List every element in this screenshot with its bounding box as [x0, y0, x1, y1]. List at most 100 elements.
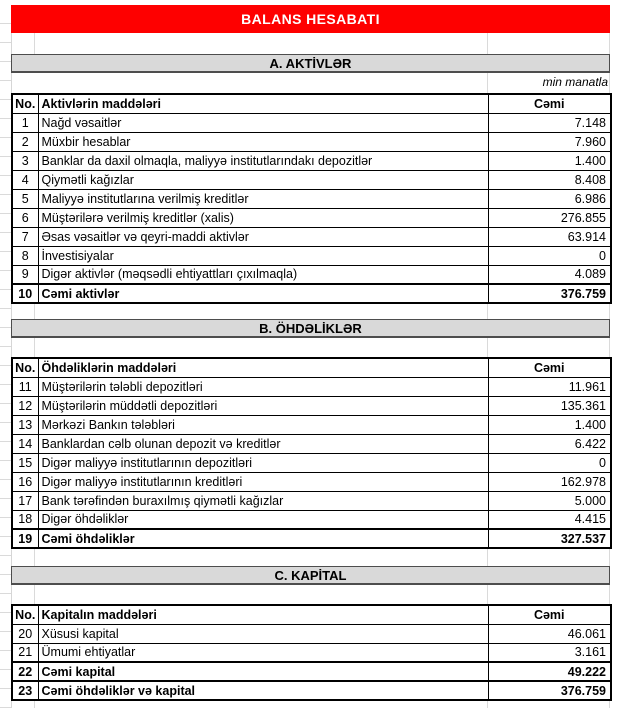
- row-item-cell: Banklardan cəlb olunan depozit və kredit…: [37, 433, 489, 454]
- row-value-cell: 4.089: [487, 264, 612, 285]
- row-value-cell: 162.978: [487, 471, 612, 492]
- row-value-cell: 46.061: [487, 623, 612, 644]
- row-value-cell: 376.759: [487, 680, 612, 701]
- column-header-no: No.: [11, 604, 39, 625]
- table-row: 5 Maliyyə institutlarına verilmiş kreditl…: [11, 188, 612, 209]
- row-number-cell: 4: [11, 169, 39, 190]
- column-header-no: No.: [11, 357, 39, 378]
- table-row: 18 Digər öhdəliklər 4.415: [11, 509, 612, 530]
- table-header-row: No. Öhdəliklərin maddələri Cəmi: [11, 357, 612, 378]
- gridline: [609, 585, 610, 604]
- row-value-cell: 1.400: [487, 150, 612, 171]
- table-header-row: No. Kapitalın maddələri Cəmi: [11, 604, 612, 625]
- section-header-ohdeliker: B. ÖHDƏLİKLƏR: [11, 319, 610, 338]
- row-number-cell: 3: [11, 150, 39, 171]
- row-number-cell: 15: [11, 452, 39, 473]
- column-header-total: Cəmi: [487, 357, 612, 378]
- row-number-cell: 8: [11, 245, 39, 266]
- section-header-kapital: C. KAPİTAL: [11, 566, 610, 585]
- column-header-total: Cəmi: [487, 93, 612, 114]
- report-title: BALANS HESABATI: [241, 11, 380, 27]
- gridline: [487, 585, 488, 604]
- row-number-cell: 9: [11, 264, 39, 285]
- gridline: [34, 33, 35, 54]
- row-number-cell: 7: [11, 226, 39, 247]
- gridline: [609, 303, 610, 319]
- table-row: 7 Əsas vəsaitlər və qeyri-maddi aktivlər 6…: [11, 226, 612, 247]
- row-value-cell: 11.961: [487, 376, 612, 397]
- row-value-cell: 0: [487, 452, 612, 473]
- row-item-cell: Digər maliyyə institutlarının kreditləri: [37, 471, 489, 492]
- row-item-cell: Mərkəzi Bankın tələbləri: [37, 414, 489, 435]
- row-item-cell: Cəmi aktivlər: [37, 283, 489, 304]
- row-value-cell: 6.422: [487, 433, 612, 454]
- row-value-cell: 7.960: [487, 131, 612, 152]
- row-value-cell: 6.986: [487, 188, 612, 209]
- gridline: [609, 33, 610, 54]
- table-row: 14 Banklardan cəlb olunan depozit və kred…: [11, 433, 612, 454]
- total-row: 22 Cəmi kapital 49.222: [11, 661, 612, 682]
- table-row: 17 Bank tərəfindən buraxılmış qiymətli ka…: [11, 490, 612, 511]
- column-header-item: Aktivlərin maddələri: [37, 93, 489, 114]
- row-number-cell: 2: [11, 131, 39, 152]
- gridline: [487, 73, 488, 93]
- gridline: [34, 548, 35, 566]
- row-number-cell: 19: [11, 528, 39, 549]
- section-header-label: B. ÖHDƏLİKLƏR: [259, 320, 362, 336]
- capital-table: No. Kapitalın maddələri Cəmi 20 Xüsusi ka…: [11, 604, 612, 701]
- row-number-cell: 22: [11, 661, 39, 682]
- gridline: [487, 303, 488, 319]
- row-value-cell: 4.415: [487, 509, 612, 530]
- row-item-cell: Maliyyə institutlarına verilmiş kreditlə…: [37, 188, 489, 209]
- row-item-cell: Digər öhdəliklər: [37, 509, 489, 530]
- row-number-cell: 6: [11, 207, 39, 228]
- gridline: [34, 338, 35, 357]
- row-item-cell: Banklar da daxil olmaqla, maliyyə instit…: [37, 150, 489, 171]
- row-value-cell: 63.914: [487, 226, 612, 247]
- row-number-cell: 11: [11, 376, 39, 397]
- row-number-cell: 18: [11, 509, 39, 530]
- row-value-cell: 327.537: [487, 528, 612, 549]
- table-row: 8 İnvestisiyalar 0: [11, 245, 612, 266]
- table-row: 21 Ümumi ehtiyatlar 3.161: [11, 642, 612, 663]
- row-value-cell: 135.361: [487, 395, 612, 416]
- row-item-cell: Cəmi öhdəliklər: [37, 528, 489, 549]
- row-value-cell: 1.400: [487, 414, 612, 435]
- total-row: 10 Cəmi aktivlər 376.759: [11, 283, 612, 304]
- gridline: [34, 303, 35, 319]
- total-row: 23 Cəmi öhdəliklər və kapital 376.759: [11, 680, 612, 701]
- column-header-item: Öhdəliklərin maddələri: [37, 357, 489, 378]
- row-value-cell: 0: [487, 245, 612, 266]
- row-item-cell: Müxbir hesablar: [37, 131, 489, 152]
- row-number-cell: 23: [11, 680, 39, 701]
- row-number-cell: 12: [11, 395, 39, 416]
- table-row: 12 Müştərilərin müddətli depozitləri 135.3…: [11, 395, 612, 416]
- column-header-total: Cəmi: [487, 604, 612, 625]
- row-item-cell: Qiymətli kağızlar: [37, 169, 489, 190]
- row-item-cell: Xüsusi kapital: [37, 623, 489, 644]
- table-row: 4 Qiymətli kağızlar 8.408: [11, 169, 612, 190]
- table-row: 6 Müştərilərə verilmiş kreditlər (xalis) 2…: [11, 207, 612, 228]
- gridline: [609, 338, 610, 357]
- row-number-cell: 10: [11, 283, 39, 304]
- row-number-cell: 13: [11, 414, 39, 435]
- report-title-banner: BALANS HESABATI: [11, 5, 610, 33]
- row-item-cell: Cəmi öhdəliklər və kapital: [37, 680, 489, 701]
- row-value-cell: 376.759: [487, 283, 612, 304]
- row-value-cell: 8.408: [487, 169, 612, 190]
- table-row: 16 Digər maliyyə institutlarının kreditlə…: [11, 471, 612, 492]
- table-row: 2 Müxbir hesablar 7.960: [11, 131, 612, 152]
- table-header-row: No. Aktivlərin maddələri Cəmi: [11, 93, 612, 114]
- row-item-cell: Əsas vəsaitlər və qeyri-maddi aktivlər: [37, 226, 489, 247]
- table-row: 13 Mərkəzi Bankın tələbləri 1.400: [11, 414, 612, 435]
- row-number-cell: 5: [11, 188, 39, 209]
- row-item-cell: Bank tərəfindən buraxılmış qiymətli kağı…: [37, 490, 489, 511]
- gridline: [34, 585, 35, 604]
- row-item-cell: Müştərilərə verilmiş kreditlər (xalis): [37, 207, 489, 228]
- row-item-cell: Digər aktivlər (məqsədli ehtiyattları çı…: [37, 264, 489, 285]
- row-number-cell: 21: [11, 642, 39, 663]
- row-number-cell: 17: [11, 490, 39, 511]
- table-row: 3 Banklar da daxil olmaqla, maliyyə insti…: [11, 150, 612, 171]
- section-header-aktivler: A. AKTİVLƏR: [11, 54, 610, 73]
- table-row: 1 Nağd vəsaitlər 7.148: [11, 112, 612, 133]
